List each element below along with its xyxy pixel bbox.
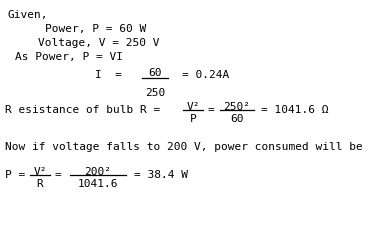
Text: Now if voltage falls to 200 V, power consumed will be: Now if voltage falls to 200 V, power con… — [5, 142, 363, 152]
Text: 250²: 250² — [224, 102, 250, 112]
Text: =: = — [55, 170, 62, 180]
Text: Given,: Given, — [8, 10, 49, 20]
Text: 200²: 200² — [84, 167, 112, 177]
Text: = 0.24A: = 0.24A — [182, 70, 229, 80]
Text: Voltage, V = 250 V: Voltage, V = 250 V — [38, 38, 159, 48]
Text: V²: V² — [33, 167, 47, 177]
Text: = 1041.6 Ω: = 1041.6 Ω — [261, 105, 328, 115]
Text: 60: 60 — [148, 68, 162, 78]
Text: 250: 250 — [145, 88, 165, 98]
Text: =: = — [208, 105, 215, 115]
Text: = 38.4 W: = 38.4 W — [134, 170, 188, 180]
Text: 60: 60 — [230, 114, 244, 124]
Text: 1041.6: 1041.6 — [78, 179, 118, 189]
Text: Power, P = 60 W: Power, P = 60 W — [45, 24, 146, 34]
Text: I  =: I = — [95, 70, 122, 80]
Text: P =: P = — [5, 170, 32, 180]
Text: R: R — [37, 179, 43, 189]
Text: As Power, P = VI: As Power, P = VI — [15, 52, 123, 62]
Text: R esistance of bulb R =: R esistance of bulb R = — [5, 105, 167, 115]
Text: V²: V² — [186, 102, 200, 112]
Text: P: P — [190, 114, 196, 124]
